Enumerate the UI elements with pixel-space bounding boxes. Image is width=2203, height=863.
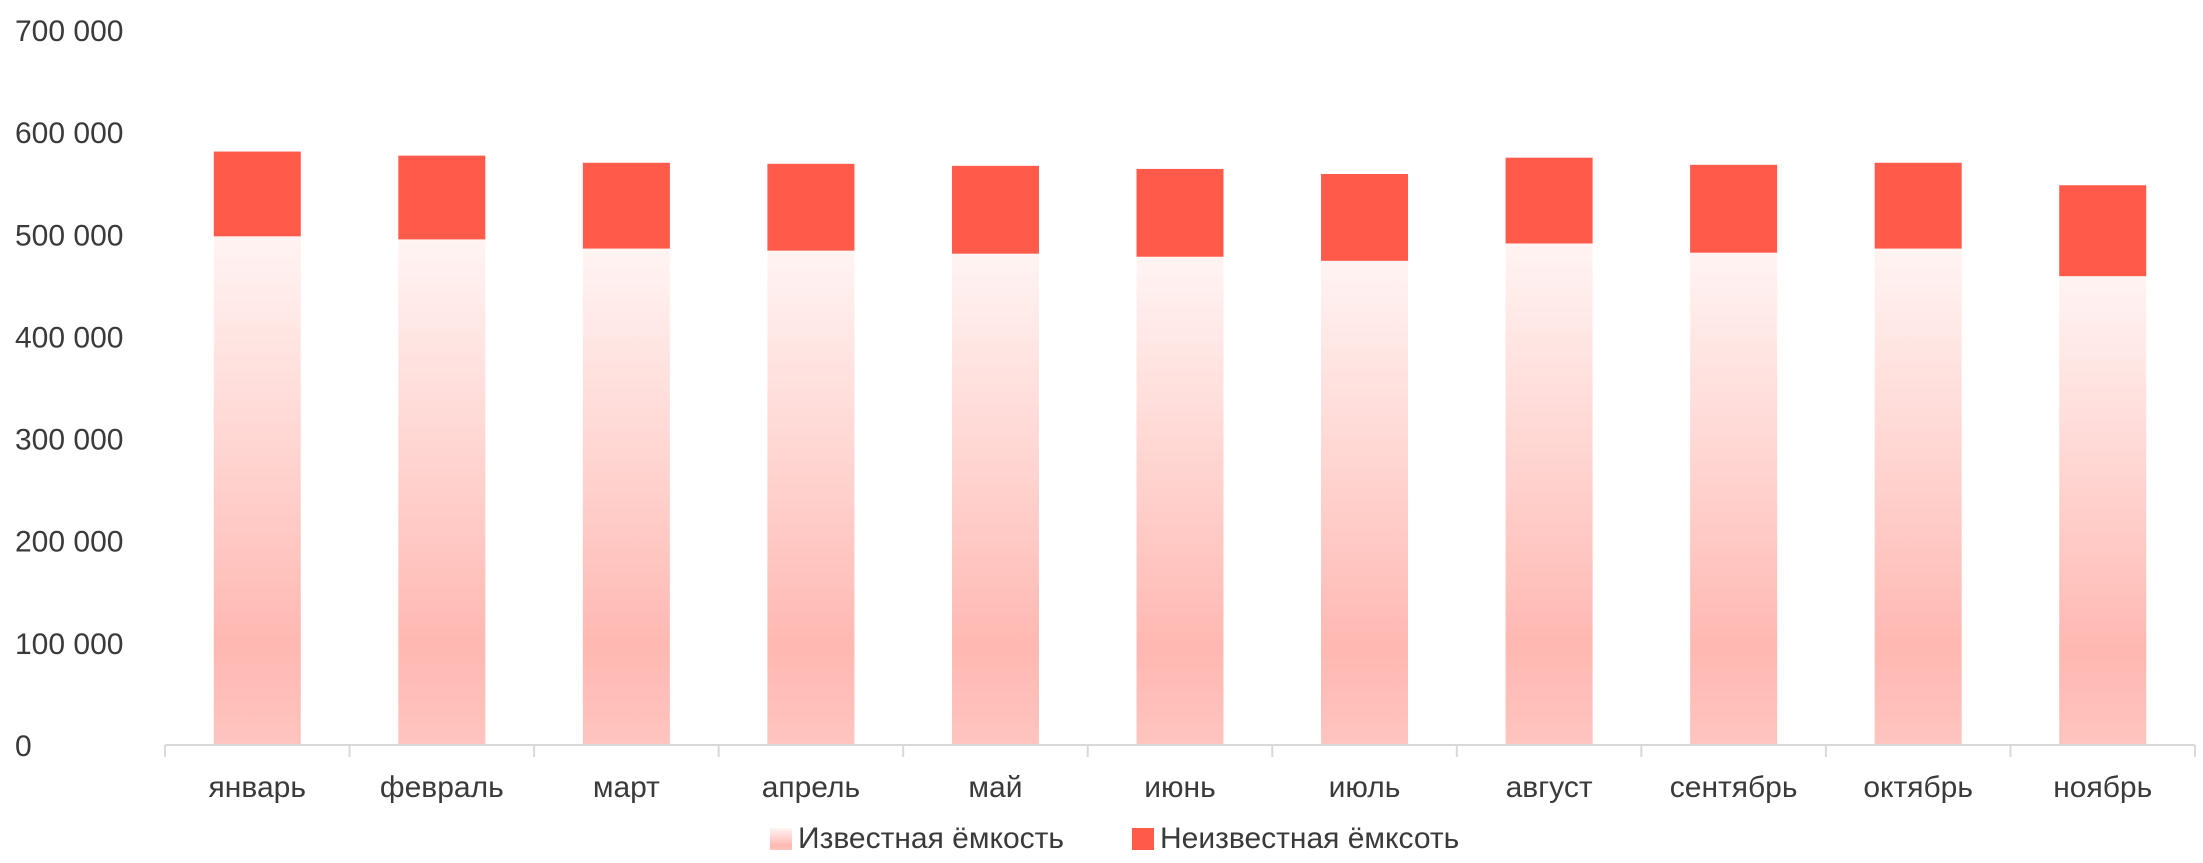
- bar-unknown-capacity: [213, 151, 301, 237]
- bar-known-capacity: [1505, 243, 1593, 745]
- x-tick-label: июнь: [1144, 771, 1215, 804]
- y-tick-label: 500 000: [15, 219, 123, 252]
- bar-known-capacity: [1321, 260, 1409, 745]
- y-tick-label: 200 000: [15, 526, 123, 559]
- bar-known-capacity: [1874, 248, 1962, 746]
- x-tick-label: январь: [209, 771, 306, 804]
- x-tick-label: август: [1506, 771, 1593, 804]
- bar-unknown-capacity: [398, 155, 486, 240]
- x-tick-label: октябрь: [1863, 771, 1973, 804]
- y-tick-label: 0: [15, 730, 32, 763]
- bar-unknown-capacity: [1136, 168, 1224, 257]
- bar-unknown-capacity: [1690, 164, 1778, 253]
- bar-unknown-capacity: [1505, 157, 1593, 244]
- bar-unknown-capacity: [1874, 162, 1962, 249]
- bar-unknown-capacity: [951, 165, 1039, 254]
- bar-known-capacity: [1690, 252, 1778, 745]
- y-tick-label: 700 000: [15, 15, 123, 48]
- x-tick-label: июль: [1329, 771, 1401, 804]
- x-tick-label: сентябрь: [1670, 771, 1798, 804]
- bar-known-capacity: [767, 250, 855, 745]
- legend: Известная ёмкость Неизвестная ёмксоть: [770, 822, 1459, 855]
- bar-known-capacity: [213, 236, 301, 746]
- x-tick-label: март: [593, 771, 660, 804]
- bar-known-capacity: [398, 239, 486, 745]
- x-tick-label: май: [968, 771, 1022, 804]
- bar-unknown-capacity: [767, 163, 855, 251]
- legend-label: Неизвестная ёмксоть: [1160, 822, 1459, 855]
- y-tick-label: 600 000: [15, 117, 123, 150]
- x-axis: январь февраль март апрель май июнь июль август…: [164, 744, 2196, 804]
- x-tick-label: февраль: [380, 771, 504, 804]
- bar-unknown-capacity: [2059, 185, 2147, 277]
- bar-unknown-capacity: [1321, 174, 1409, 261]
- y-axis: 0 100 000 200 000 300 000 400 000 500 000 600 …: [15, 15, 123, 763]
- y-tick-label: 300 000: [15, 424, 123, 457]
- legend-swatch-known: [770, 828, 792, 850]
- x-tick-label: ноябрь: [2053, 771, 2152, 804]
- bar-known-capacity: [582, 248, 670, 746]
- bar-known-capacity: [951, 253, 1039, 745]
- x-tick-label: апрель: [762, 771, 860, 804]
- bars: [213, 151, 2147, 746]
- bar-known-capacity: [2059, 276, 2147, 745]
- bar-unknown-capacity: [582, 162, 670, 249]
- y-tick-label: 100 000: [15, 628, 123, 661]
- bar-known-capacity: [1136, 256, 1224, 745]
- legend-label: Известная ёмкость: [798, 822, 1064, 855]
- legend-swatch-unknown: [1132, 828, 1154, 850]
- y-tick-label: 400 000: [15, 321, 123, 354]
